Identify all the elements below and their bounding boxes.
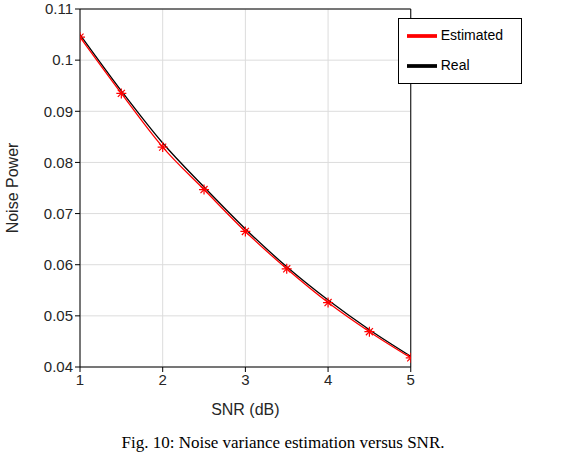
html-text:Real: Real	[440, 56, 470, 73]
html-text:Estimated: Estimated	[440, 26, 503, 43]
svg-text:5: 5	[407, 371, 415, 388]
svg-text:1: 1	[76, 371, 84, 388]
svg-text:0.06: 0.06	[44, 256, 73, 273]
svg-text:Noise Power: Noise Power	[8, 142, 21, 233]
svg-text:0.05: 0.05	[44, 307, 73, 324]
svg-text:2: 2	[159, 371, 167, 388]
html-text:Fig. 10: Noise variance estima: Fig. 10: Noise variance estimation versu…	[121, 433, 445, 452]
svg-text:SNR (dB): SNR (dB)	[211, 401, 279, 418]
svg-text:0.04: 0.04	[44, 358, 73, 375]
svg-text:0.11: 0.11	[45, 0, 73, 17]
svg-text:0.09: 0.09	[44, 103, 73, 120]
svg-text:4: 4	[324, 371, 332, 388]
svg-text:0.08: 0.08	[44, 154, 73, 171]
svg-text:3: 3	[241, 371, 249, 388]
svg-text:0.1: 0.1	[52, 51, 73, 68]
svg-text:0.07: 0.07	[44, 205, 73, 222]
